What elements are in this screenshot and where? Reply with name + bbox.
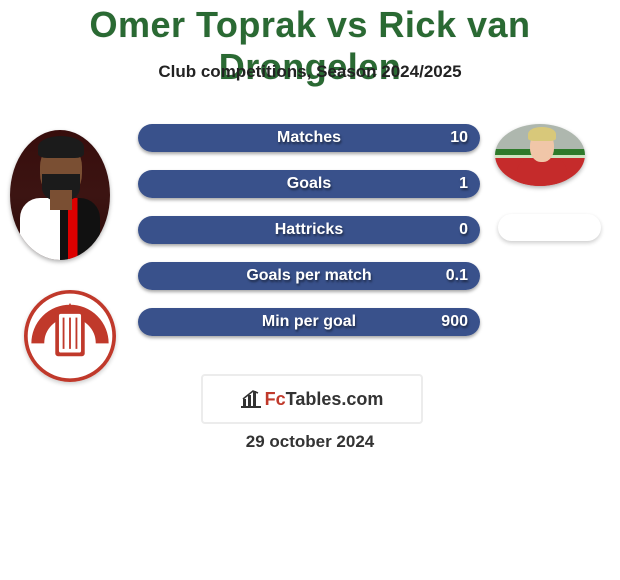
photo-bg	[495, 124, 585, 186]
date-text: 29 october 2024	[0, 432, 620, 452]
stat-value: 1	[459, 170, 468, 198]
hair	[38, 136, 84, 158]
stat-value: 900	[441, 308, 468, 336]
club-badge-left	[24, 290, 116, 382]
jersey	[517, 158, 567, 186]
comparison-card: Omer Toprak vs Rick van Drongelen Club c…	[0, 0, 620, 580]
brand-prefix: Fc	[265, 389, 286, 409]
brand-suffix: Tables.com	[286, 389, 384, 409]
stat-label: Goals per match	[138, 262, 480, 290]
subtitle: Club competitions, Season 2024/2025	[0, 62, 620, 82]
stat-label: Goals	[138, 170, 480, 198]
stat-label: Hattricks	[138, 216, 480, 244]
photo-bg	[10, 130, 110, 260]
stat-row-min-per-goal: Min per goal900	[138, 308, 480, 336]
stat-row-goals: Goals1	[138, 170, 480, 198]
stat-value: 0	[459, 216, 468, 244]
player-left-photo	[10, 130, 110, 260]
bar-chart-icon	[241, 390, 261, 408]
stat-row-matches: Matches10	[138, 124, 480, 152]
player-right-photo	[495, 124, 585, 186]
stat-row-hattricks: Hattricks0	[138, 216, 480, 244]
antalyaspor-badge-icon	[24, 290, 116, 382]
hair	[528, 127, 556, 141]
stat-value: 0.1	[446, 262, 468, 290]
brand-box[interactable]: FcTables.com	[201, 374, 423, 424]
stat-value: 10	[450, 124, 468, 152]
neck	[50, 190, 72, 210]
brand-label: FcTables.com	[265, 389, 384, 410]
stat-row-goals-per-match: Goals per match0.1	[138, 262, 480, 290]
stat-label: Matches	[138, 124, 480, 152]
stat-label: Min per goal	[138, 308, 480, 336]
club-badge-right	[498, 214, 601, 241]
